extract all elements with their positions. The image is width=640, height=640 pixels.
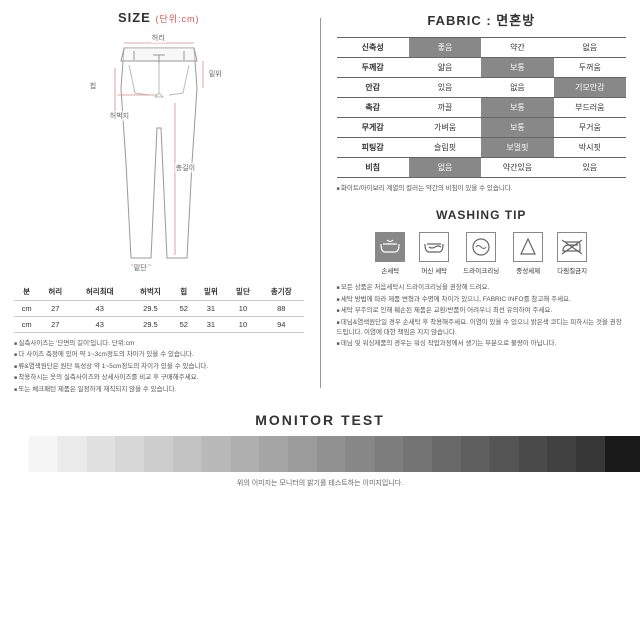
note-item: 다 사이즈 측정에 있어 약 1~3cm정도의 차이가 있을 수 있습니다. [14,350,304,360]
fabric-row: 안감있음없음기모안감 [337,78,627,98]
monitor-section: MONITOR TEST 위의 이미지는 모니터의 밝기를 테스트하는 이미지입… [0,412,640,488]
size-notes: 실측사이즈는 '단면의 길이'입니다. 단위:cm다 사이즈 측정에 있어 약 … [14,339,304,395]
fabric-title: FABRIC : 면혼방 [337,10,627,29]
note-item: 데님&염색원단일 경우 손세탁 후 착용해주세요. 이염이 있을 수 있으니 밝… [337,318,627,339]
fabric-row: 두께감얇음보통두꺼움 [337,58,627,78]
monitor-title: MONITOR TEST [0,412,640,428]
fabric-row: 무게감가벼움보통무거움 [337,118,627,138]
size-row: cm274329.552311094 [14,317,304,333]
size-col: 힙 [173,283,195,301]
washing-notes: 모든 상품은 처음세탁시 드라이크리닝을 권장해 드려요. 세탁 방법에 따라 제… [337,283,627,349]
size-col: 분 [14,283,39,301]
monitor-gradient [0,436,640,472]
size-col: 허리최대 [71,283,128,301]
size-table: 분허리허리최대허벅지힙밑위밑단총기장 cm274329.552311088cm2… [14,283,304,333]
note-item: 실측사이즈는 '단면의 길이'입니다. 단위:cm [14,339,304,349]
size-col: 밑단 [227,283,259,301]
fabric-section: FABRIC : 면혼방 신축성좋음약간없음두께감얇음보통두꺼움안감있음없음기모… [337,10,627,396]
size-col: 허벅지 [128,283,172,301]
wash-noiron-icon: 다림질금지 [557,232,587,275]
note-item: 모든 상품은 처음세탁시 드라이크리닝을 권장해 드려요. [337,283,627,293]
washing-title: WASHING TIP [337,208,627,222]
wash-dry-icon: 드라이크리닝 [463,232,499,275]
washing-section: WASHING TIP 손세탁 머신 세탁 드라이크리닝 중성세제 다림질금지 [337,208,627,275]
note-item: 세탁 방법에 따라 제품 변형과 수명에 차이가 있으니, FABRIC INF… [337,295,627,305]
wash-hand-icon: 손세탁 [375,232,405,275]
fabric-row: 비침없음약간있음있음 [337,158,627,178]
note-item: 세탁 부주의로 인해 훼손된 제품은 교환/반품이 어려우니 최선 유의하여 주… [337,306,627,316]
wash-mild-icon: 중성세제 [513,232,543,275]
fabric-row: 촉감까끌보통부드러움 [337,98,627,118]
fabric-note: 화이트/아이보리 계열의 컬러는 약간의 비침이 있을 수 있습니다. [337,184,627,194]
column-divider [320,18,321,388]
size-section: SIZE (단위:cm) [14,10,304,396]
size-col: 허리 [39,283,71,301]
pants-diagram: 허리 밑위 힙 허벅지 총길이 밑단 [79,33,239,273]
fabric-table: 신축성좋음약간없음두께감얇음보통두꺼움안감있음없음기모안감촉감까끌보통부드러움무… [337,37,627,178]
monitor-note: 위의 이미지는 모니터의 밝기를 테스트하는 이미지입니다. [0,478,640,488]
note-item: 착용하시는 옷의 실측사이즈와 상세사이즈를 비교 후 구매해주세요. [14,373,304,383]
size-row: cm274329.552311088 [14,301,304,317]
fabric-row: 신축성좋음약간없음 [337,38,627,58]
note-item: 류&염색원단은 원단 특성상 약 1~5cm정도의 차이가 있을 수 있습니다. [14,362,304,372]
size-col: 밑위 [195,283,227,301]
size-col: 총기장 [259,283,304,301]
note-item: 데님 및 워싱제품의 경우는 워싱 작업과정에서 생기는 부분으로 불량이 아닙… [337,339,627,349]
note-item: 또는 체크패턴 제품은 일정하게 재직되지 않을 수 있습니다. [14,385,304,395]
fabric-row: 피팅감슬림핏보멀핏박시핏 [337,138,627,158]
wash-machine-icon: 머신 세탁 [419,232,449,275]
size-title: SIZE (단위:cm) [14,10,304,25]
